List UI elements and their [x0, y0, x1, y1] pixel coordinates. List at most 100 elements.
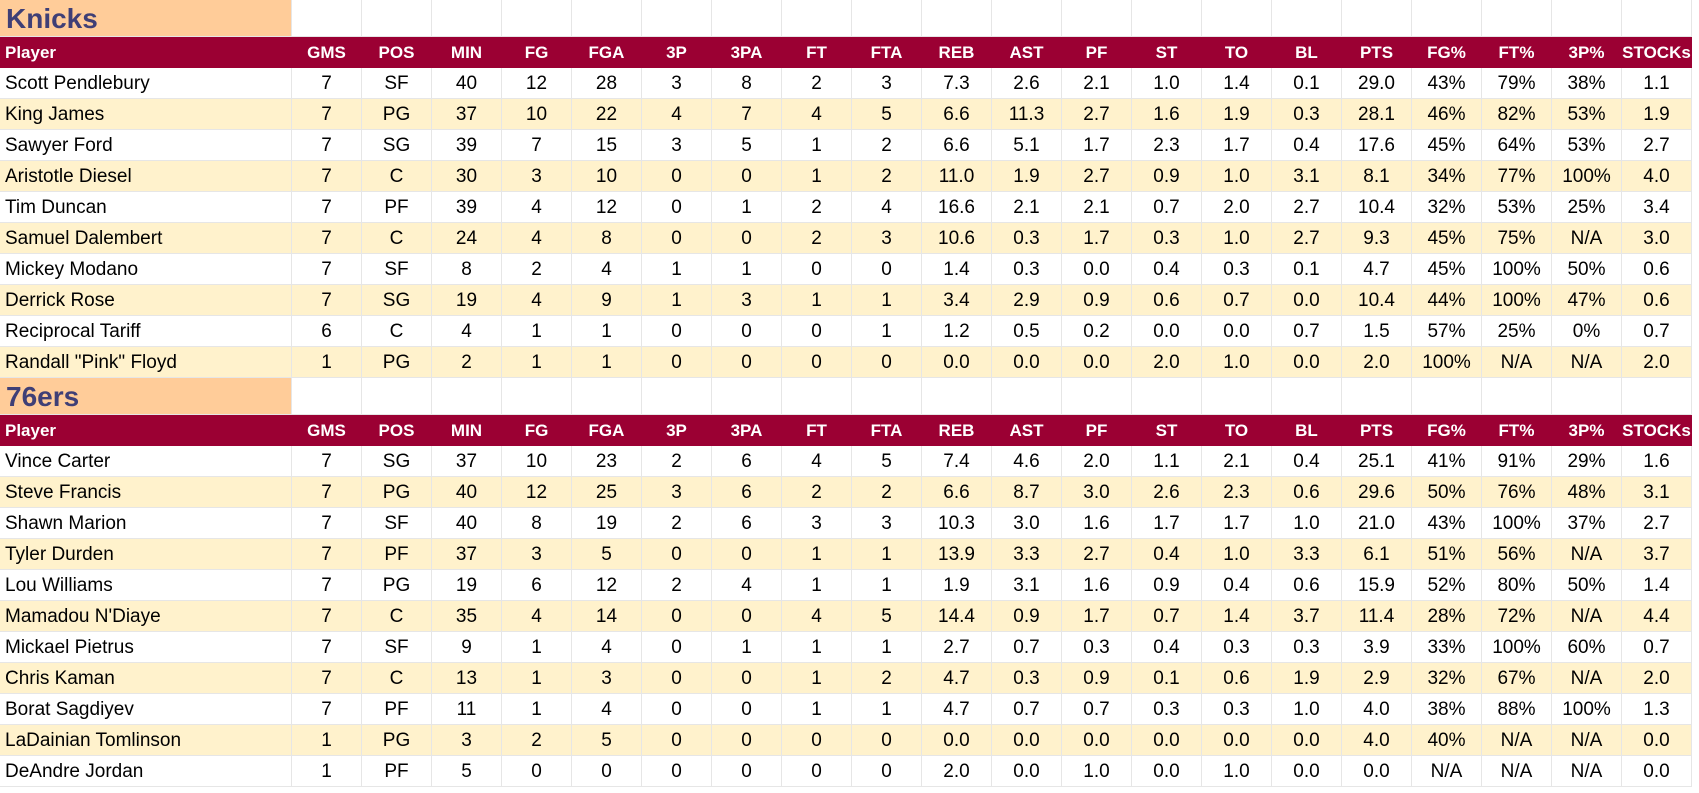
stat-cell[interactable]: 1.7: [1132, 508, 1202, 539]
stat-cell[interactable]: 0.7: [1272, 316, 1342, 347]
column-header[interactable]: PF: [1062, 37, 1132, 68]
stat-cell[interactable]: 0: [712, 601, 782, 632]
empty-cell[interactable]: [362, 0, 432, 37]
stat-cell[interactable]: 0.9: [992, 601, 1062, 632]
player-name-cell[interactable]: LaDainian Tomlinson: [0, 725, 292, 756]
stat-cell[interactable]: 0: [852, 725, 922, 756]
stat-cell[interactable]: PF: [362, 192, 432, 223]
stat-cell[interactable]: 1: [502, 694, 572, 725]
stat-cell[interactable]: 100%: [1552, 161, 1622, 192]
player-name-cell[interactable]: King James: [0, 99, 292, 130]
stat-cell[interactable]: 12: [502, 477, 572, 508]
stat-cell[interactable]: 1: [782, 694, 852, 725]
stat-cell[interactable]: 0: [642, 223, 712, 254]
stat-cell[interactable]: 2.7: [1622, 130, 1692, 161]
stat-cell[interactable]: 0.0: [992, 725, 1062, 756]
stat-cell[interactable]: 1.6: [1622, 446, 1692, 477]
stat-cell[interactable]: 5.1: [992, 130, 1062, 161]
stat-cell[interactable]: N/A: [1412, 756, 1482, 787]
stat-cell[interactable]: N/A: [1552, 539, 1622, 570]
stat-cell[interactable]: 3.3: [992, 539, 1062, 570]
stat-cell[interactable]: 0: [712, 316, 782, 347]
column-header[interactable]: FTA: [852, 37, 922, 68]
stat-cell[interactable]: 2.7: [922, 632, 992, 663]
stat-cell[interactable]: 23: [572, 446, 642, 477]
stat-cell[interactable]: 0.0: [1062, 254, 1132, 285]
empty-cell[interactable]: [992, 378, 1062, 415]
empty-cell[interactable]: [1132, 0, 1202, 37]
stat-cell[interactable]: 1: [712, 632, 782, 663]
stat-cell[interactable]: 48%: [1552, 477, 1622, 508]
stat-cell[interactable]: 0.0: [1132, 725, 1202, 756]
stat-cell[interactable]: 4: [782, 601, 852, 632]
stat-cell[interactable]: 82%: [1482, 99, 1552, 130]
player-name-cell[interactable]: Shawn Marion: [0, 508, 292, 539]
stat-cell[interactable]: 0.1: [1132, 663, 1202, 694]
stat-cell[interactable]: 1.5: [1342, 316, 1412, 347]
stat-cell[interactable]: 7: [292, 68, 362, 99]
stat-cell[interactable]: 3.7: [1622, 539, 1692, 570]
stat-cell[interactable]: 0.7: [1132, 601, 1202, 632]
stat-cell[interactable]: 29%: [1552, 446, 1622, 477]
stat-cell[interactable]: 0.6: [1622, 254, 1692, 285]
stat-cell[interactable]: 34%: [1412, 161, 1482, 192]
stat-cell[interactable]: 32%: [1412, 663, 1482, 694]
stat-cell[interactable]: 2.9: [1342, 663, 1412, 694]
player-name-cell[interactable]: Sawyer Ford: [0, 130, 292, 161]
empty-cell[interactable]: [1342, 0, 1412, 37]
stat-cell[interactable]: 9: [432, 632, 502, 663]
stat-cell[interactable]: 4.7: [1342, 254, 1412, 285]
stat-cell[interactable]: 0.6: [1272, 477, 1342, 508]
stat-cell[interactable]: 2: [502, 254, 572, 285]
empty-cell[interactable]: [922, 0, 992, 37]
column-header[interactable]: 3P: [642, 37, 712, 68]
stat-cell[interactable]: 13: [432, 663, 502, 694]
stat-cell[interactable]: 3.0: [992, 508, 1062, 539]
stat-cell[interactable]: SF: [362, 508, 432, 539]
stat-cell[interactable]: 1: [572, 347, 642, 378]
stat-cell[interactable]: 28: [572, 68, 642, 99]
column-header[interactable]: FG: [502, 37, 572, 68]
stat-cell[interactable]: N/A: [1552, 347, 1622, 378]
stat-cell[interactable]: 1: [782, 663, 852, 694]
empty-cell[interactable]: [1202, 0, 1272, 37]
stat-cell[interactable]: 10.4: [1342, 285, 1412, 316]
stat-cell[interactable]: 72%: [1482, 601, 1552, 632]
stat-cell[interactable]: 1: [782, 285, 852, 316]
stat-cell[interactable]: 19: [572, 508, 642, 539]
empty-cell[interactable]: [922, 378, 992, 415]
stat-cell[interactable]: 53%: [1482, 192, 1552, 223]
empty-cell[interactable]: [1272, 378, 1342, 415]
empty-cell[interactable]: [502, 378, 572, 415]
column-header[interactable]: FT%: [1482, 415, 1552, 446]
column-header[interactable]: 3P%: [1552, 415, 1622, 446]
stat-cell[interactable]: 2.1: [1062, 192, 1132, 223]
stat-cell[interactable]: 1: [292, 725, 362, 756]
stat-cell[interactable]: 1: [572, 316, 642, 347]
stat-cell[interactable]: 0: [642, 601, 712, 632]
stat-cell[interactable]: 0.4: [1132, 632, 1202, 663]
stat-cell[interactable]: 1.7: [1202, 130, 1272, 161]
stat-cell[interactable]: 6: [712, 446, 782, 477]
stat-cell[interactable]: 8: [432, 254, 502, 285]
stat-cell[interactable]: 7: [292, 477, 362, 508]
stat-cell[interactable]: 3: [502, 539, 572, 570]
stat-cell[interactable]: 45%: [1412, 223, 1482, 254]
stat-cell[interactable]: PF: [362, 756, 432, 787]
stat-cell[interactable]: 2: [642, 570, 712, 601]
column-header[interactable]: FG: [502, 415, 572, 446]
stat-cell[interactable]: 3: [502, 161, 572, 192]
stat-cell[interactable]: 4: [782, 99, 852, 130]
stat-cell[interactable]: 1.9: [1622, 99, 1692, 130]
stat-cell[interactable]: 37: [432, 99, 502, 130]
player-name-cell[interactable]: Mickey Modano: [0, 254, 292, 285]
player-name-cell[interactable]: Chris Kaman: [0, 663, 292, 694]
stat-cell[interactable]: 51%: [1412, 539, 1482, 570]
stat-cell[interactable]: 0: [642, 694, 712, 725]
stat-cell[interactable]: 7: [292, 446, 362, 477]
empty-cell[interactable]: [432, 0, 502, 37]
team-name[interactable]: Knicks: [0, 0, 292, 37]
stat-cell[interactable]: 52%: [1412, 570, 1482, 601]
stat-cell[interactable]: 6.6: [922, 477, 992, 508]
stat-cell[interactable]: 0.3: [992, 254, 1062, 285]
